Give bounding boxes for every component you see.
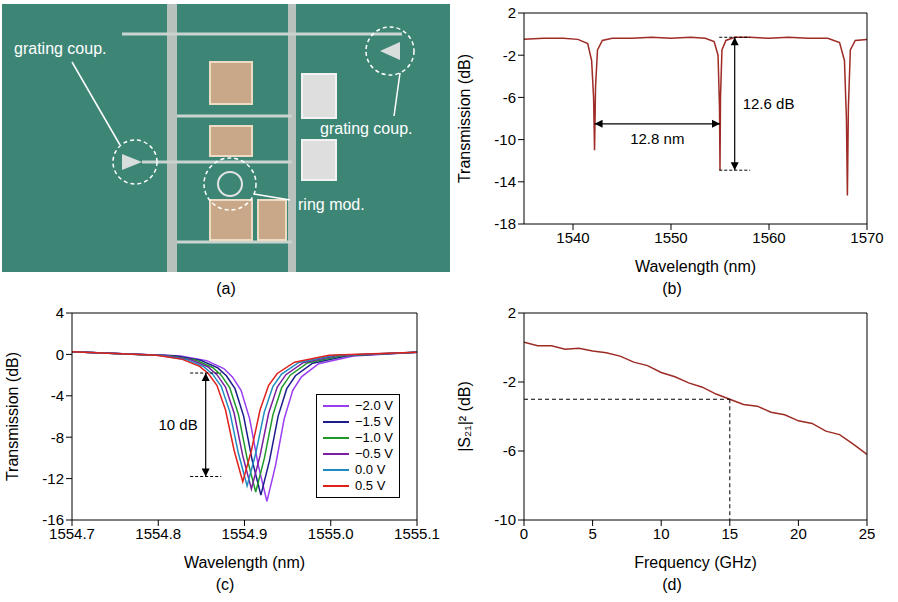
html-text:−0.5 V: −0.5 V	[355, 446, 393, 461]
svg-text:-6: -6	[503, 89, 516, 106]
svg-text:-16: -16	[42, 511, 64, 528]
html-text:(b): (b)	[662, 280, 682, 297]
svg-text:20: 20	[790, 525, 807, 542]
svg-text:1554.7: 1554.7	[49, 524, 95, 542]
html-text:−1.0 V: −1.0 V	[355, 430, 393, 445]
svg-text:-10: -10	[494, 511, 516, 528]
svg-text:1570: 1570	[850, 229, 883, 246]
svg-text:12.6 dB: 12.6 dB	[743, 95, 795, 112]
svg-text:4: 4	[56, 304, 64, 321]
svg-text:15: 15	[721, 525, 738, 542]
svg-text:2: 2	[508, 4, 516, 21]
svg-text:2: 2	[508, 304, 516, 321]
svg-text:1555.0: 1555.0	[308, 525, 354, 542]
html-text:−2.0 V: −2.0 V	[355, 398, 393, 413]
svg-text:-10: -10	[494, 131, 516, 148]
svg-text:1560: 1560	[752, 229, 785, 246]
svg-text:grating coup.: grating coup.	[320, 120, 413, 137]
svg-text:25: 25	[859, 525, 876, 542]
svg-text:Transmission (dB): Transmission (dB)	[4, 352, 21, 481]
html-text:(c): (c)	[215, 576, 235, 593]
svg-text:0: 0	[56, 346, 64, 363]
svg-text:1550: 1550	[654, 229, 687, 246]
svg-text:10 dB: 10 dB	[158, 416, 197, 433]
svg-text:|S₂₁|² (dB): |S₂₁|² (dB)	[456, 381, 473, 452]
svg-text:5: 5	[588, 525, 596, 542]
html-text:0.0 V: 0.0 V	[355, 462, 386, 477]
svg-text:-4: -4	[51, 387, 64, 404]
svg-text:1554.9: 1554.9	[222, 525, 268, 542]
svg-text:Frequency (GHz): Frequency (GHz)	[634, 554, 757, 571]
svg-text:-6: -6	[503, 442, 516, 459]
svg-text:ring mod.: ring mod.	[298, 196, 365, 213]
svg-text:Wavelength (nm): Wavelength (nm)	[635, 258, 756, 275]
svg-text:Wavelength (nm): Wavelength (nm)	[184, 554, 305, 571]
svg-text:-18: -18	[494, 215, 516, 232]
svg-text:-2: -2	[503, 373, 516, 390]
html-text:0.5 V: 0.5 V	[355, 478, 386, 493]
svg-text:Transmission (dB): Transmission (dB)	[456, 54, 473, 183]
svg-text:-2: -2	[503, 47, 516, 64]
svg-text:12.8 nm: 12.8 nm	[630, 130, 684, 147]
svg-text:1555.1: 1555.1	[394, 525, 440, 542]
svg-text:1554.8: 1554.8	[135, 525, 181, 542]
svg-text:grating coup.: grating coup.	[14, 40, 107, 57]
html-text:(d): (d)	[662, 576, 682, 593]
svg-text:10: 10	[653, 525, 670, 542]
svg-text:1540: 1540	[556, 229, 589, 246]
svg-text:-12: -12	[42, 470, 64, 487]
html-text:−1.5 V: −1.5 V	[355, 414, 393, 429]
svg-text:-14: -14	[494, 173, 516, 190]
svg-text:0: 0	[520, 525, 528, 542]
html-text:(a): (a)	[216, 280, 236, 297]
svg-text:-8: -8	[51, 429, 64, 446]
